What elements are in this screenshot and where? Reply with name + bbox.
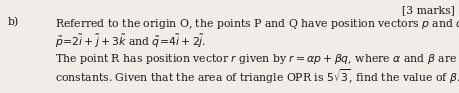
Text: [3 marks]: [3 marks] xyxy=(402,5,455,15)
Text: constants. Given that the area of triangle OPR is $5\sqrt{3}$, find the value of: constants. Given that the area of triang… xyxy=(55,67,459,86)
Text: $\mathit{\tilde{p}}\!=\!2\mathit{\tilde{i}}+\mathit{\tilde{j}}+3\mathit{\tilde{k: $\mathit{\tilde{p}}\!=\!2\mathit{\tilde{… xyxy=(55,33,206,50)
Text: Referred to the origin O, the points P and Q have position vectors $\mathit{p}$ : Referred to the origin O, the points P a… xyxy=(55,17,459,31)
Text: The point R has position vector $\mathit{r}$ given by $\mathit{r}=\alpha \mathit: The point R has position vector $\mathit… xyxy=(55,52,459,66)
Text: b): b) xyxy=(8,17,19,27)
